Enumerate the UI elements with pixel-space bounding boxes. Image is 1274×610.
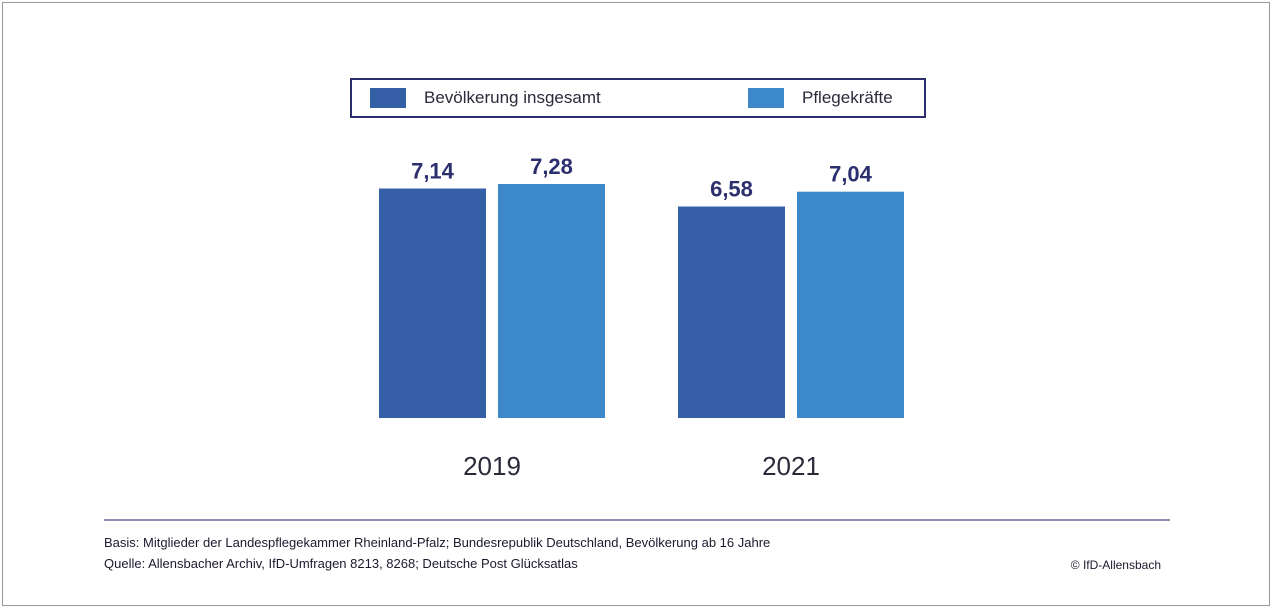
bar-2021-bevoelkerung <box>678 206 785 418</box>
legend: Bevölkerung insgesamt Pflegekräfte <box>350 78 926 118</box>
bar-2021-pflegekraefte <box>797 191 904 418</box>
bar-2019-pflegekraefte <box>498 184 605 418</box>
legend-swatch-bevoelkerung <box>370 88 406 108</box>
category-label-2019: 2019 <box>463 451 521 481</box>
footer-divider <box>104 519 1170 521</box>
bar-chart: 7,14 7,28 2019 6,58 7,04 2021 <box>379 154 904 481</box>
legend-item-pflegekraefte: Pflegekräfte <box>748 80 893 116</box>
source-note: Quelle: Allensbacher Archiv, IfD-Umfrage… <box>104 556 578 571</box>
value-label-2019-bevoelkerung: 7,14 <box>411 159 455 184</box>
category-label-2021: 2021 <box>762 451 820 481</box>
value-label-2021-pflegekraefte: 7,04 <box>829 162 873 187</box>
legend-label-bevoelkerung: Bevölkerung insgesamt <box>424 88 601 107</box>
bar-2019-bevoelkerung <box>379 188 486 418</box>
legend-swatch-pflegekraefte <box>748 88 784 108</box>
basis-note: Basis: Mitglieder der Landespflegekammer… <box>104 535 771 550</box>
value-label-2021-bevoelkerung: 6,58 <box>710 177 753 202</box>
legend-label-pflegekraefte: Pflegekräfte <box>802 88 893 107</box>
legend-item-bevoelkerung: Bevölkerung insgesamt <box>370 80 601 116</box>
value-label-2019-pflegekraefte: 7,28 <box>530 154 573 179</box>
copyright: © IfD-Allensbach <box>1070 558 1161 572</box>
